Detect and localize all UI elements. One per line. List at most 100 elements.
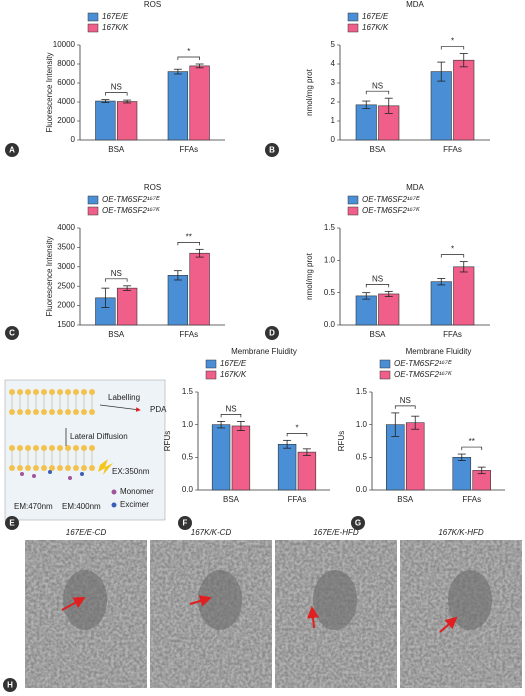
y-tick-label: 1.5 xyxy=(324,223,336,232)
bar xyxy=(189,65,210,141)
bar xyxy=(116,287,138,326)
y-tick-label: 1500 xyxy=(57,320,75,329)
legend-swatch xyxy=(87,23,99,33)
lipid-head xyxy=(73,389,79,395)
error-bar xyxy=(362,100,371,110)
legend-swatch xyxy=(379,370,391,380)
chart-title: Membrane Fluidity xyxy=(231,347,297,356)
significance-label: NS xyxy=(372,274,383,283)
legend-label: 167E/E xyxy=(220,359,247,368)
bar xyxy=(430,281,452,326)
error-bar xyxy=(411,415,420,430)
lipid-head xyxy=(89,389,95,395)
y-tick-label: 2500 xyxy=(57,281,75,290)
chart-title: ROS xyxy=(144,0,161,9)
red-arrow xyxy=(61,597,86,611)
significance-label: ** xyxy=(469,437,475,446)
panel-letter: H xyxy=(7,681,13,690)
organelle xyxy=(448,570,492,630)
significance-bracket xyxy=(365,284,390,288)
y-tick-label: 5 xyxy=(331,40,336,49)
red-arrow xyxy=(439,616,458,633)
significance-label: NS xyxy=(111,269,122,278)
error-bar xyxy=(173,68,182,75)
bar xyxy=(378,293,400,326)
bar xyxy=(277,443,297,491)
error-bar xyxy=(195,248,204,258)
y-tick-label: 1.5 xyxy=(356,387,368,396)
diagram-text: EM:470nm xyxy=(14,502,53,511)
significance-bracket xyxy=(177,241,200,246)
y-tick-label: 3000 xyxy=(57,262,75,271)
chart-title: MDA xyxy=(406,183,424,192)
micrograph-title: 167E/E-CD xyxy=(66,528,107,537)
lipid-head xyxy=(73,409,79,415)
panel-letter: C xyxy=(9,329,15,338)
x-tick-label: BSA xyxy=(369,145,386,154)
bar xyxy=(452,457,472,491)
bar xyxy=(430,71,452,141)
error-bar xyxy=(477,466,486,475)
diagram-text: Lateral Diffusion xyxy=(70,432,128,441)
bar xyxy=(297,451,317,491)
lipid-head xyxy=(9,465,15,471)
error-bar xyxy=(459,53,468,68)
bar xyxy=(95,100,116,141)
significance-bracket xyxy=(177,56,200,60)
x-tick-label: FFAs xyxy=(443,145,462,154)
organelle xyxy=(198,570,242,630)
y-axis-label: RFUs xyxy=(163,431,172,451)
lipid-head xyxy=(9,409,15,415)
probe xyxy=(20,472,24,476)
lipid-head xyxy=(25,465,31,471)
bar xyxy=(211,424,231,491)
x-tick-label: FFAs xyxy=(288,495,307,504)
lipid-head xyxy=(81,465,87,471)
legend-label: OE-TM6SF2¹⁶⁷ᴷ xyxy=(362,206,421,215)
error-bar xyxy=(437,278,446,286)
diagram-text: EM:400nm xyxy=(62,502,101,511)
error-bar xyxy=(302,448,311,456)
red-arrow xyxy=(307,606,319,629)
bar xyxy=(355,104,377,141)
lipid-head xyxy=(41,409,47,415)
y-axis-label: Fluorescence Intensity xyxy=(45,52,54,132)
y-tick-label: 0.5 xyxy=(356,452,368,461)
lipid-head xyxy=(17,389,23,395)
y-tick-label: 3 xyxy=(331,78,336,87)
y-tick-label: 6000 xyxy=(57,78,75,87)
lipid-head xyxy=(17,409,23,415)
panel-badge xyxy=(5,143,19,157)
legend-label: OE-TM6SF2¹⁶⁷ᴱ xyxy=(102,195,160,204)
y-tick-label: 2000 xyxy=(57,301,75,310)
lipid-head xyxy=(65,465,71,471)
chart-title: MDA xyxy=(406,0,424,9)
y-tick-label: 1.0 xyxy=(182,420,194,429)
lipid-head xyxy=(25,389,31,395)
lipid-head xyxy=(65,409,71,415)
significance-label: NS xyxy=(111,83,122,92)
x-tick-label: BSA xyxy=(108,145,125,154)
legend-label: 167K/K xyxy=(362,23,389,32)
significance-bracket xyxy=(394,405,416,409)
micrograph-title: 167K/K-HFD xyxy=(438,528,484,537)
legend-swatch xyxy=(87,206,99,216)
significance-label: NS xyxy=(372,81,383,90)
lipid-head xyxy=(49,389,55,395)
membrane-diagram: Labelling PDA Lateral Diffusion EX:350nm… xyxy=(4,379,167,521)
significance-bracket xyxy=(365,90,390,95)
y-tick-label: 4000 xyxy=(57,223,75,232)
significance-bracket xyxy=(461,446,483,451)
error-bar xyxy=(236,420,245,431)
error-bar xyxy=(457,453,466,462)
panel-letter: B xyxy=(269,146,275,155)
legend-swatch xyxy=(379,359,391,369)
significance-label: * xyxy=(451,37,454,46)
significance-bracket xyxy=(440,254,465,258)
legend-swatch xyxy=(347,23,359,33)
error-bar xyxy=(384,97,393,114)
legend-swatch xyxy=(347,12,359,22)
lipid-head xyxy=(57,389,63,395)
legend-label: OE-TM6SF2¹⁶⁷ᴷ xyxy=(102,206,161,215)
lipid-head xyxy=(49,465,55,471)
